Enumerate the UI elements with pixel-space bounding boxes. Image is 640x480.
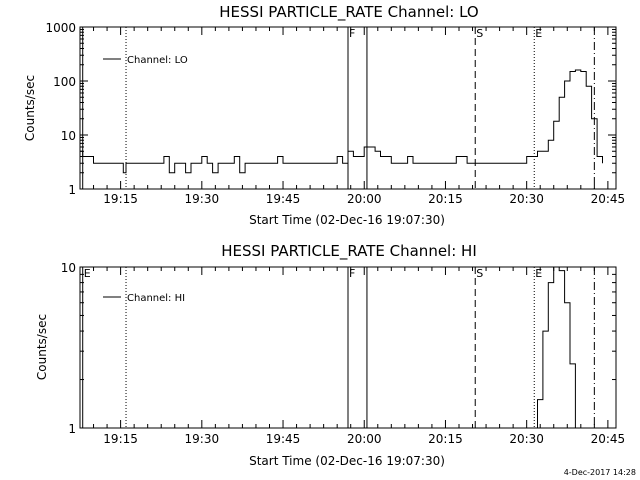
x-tick-label: 20:00 <box>347 432 382 446</box>
time-marker-label: F <box>349 267 355 280</box>
y-axis-label-lo: Counts/sec <box>23 75 37 141</box>
x-tick-label: 19:15 <box>103 432 138 446</box>
x-tick-label: 20:30 <box>509 432 544 446</box>
time-marker-label: E <box>535 27 542 40</box>
x-axis-label-lo: Start Time (02-Dec-16 19:07:30) <box>249 213 445 227</box>
y-ticks-hi: 1 10 <box>61 261 616 436</box>
x-tick-label: 20:45 <box>591 432 626 446</box>
y-tick-label: 10 <box>61 261 76 275</box>
y-axis-label-hi: Counts/sec <box>35 314 49 380</box>
time-marker-label: E <box>535 267 542 280</box>
x-tick-label: 20:15 <box>428 432 463 446</box>
x-ticks-lo: 19:15 19:30 19:45 20:00 20:15 20:30 20:45 <box>79 27 626 206</box>
legend-hi: Channel: HI <box>103 293 185 304</box>
y-tick-label: 1000 <box>45 21 76 35</box>
y-tick-label: 1 <box>68 183 76 197</box>
time-marker-label: S <box>476 267 483 280</box>
time-marker-label: F <box>349 27 355 40</box>
panel-lo: HESSI PARTICLE_RATE Channel: LO 1 10 100 10… <box>23 3 625 227</box>
x-axis-label-hi: Start Time (02-Dec-16 19:07:30) <box>249 454 445 468</box>
series-line-hi <box>532 266 576 429</box>
y-tick-label: 100 <box>53 75 76 89</box>
chart-title-lo: HESSI PARTICLE_RATE Channel: LO <box>219 3 478 22</box>
legend-label-lo: Channel: LO <box>127 55 188 66</box>
y-tick-label: 10 <box>61 129 76 143</box>
footer-timestamp: 4-Dec-2017 14:28 <box>564 468 636 477</box>
chart-title-hi: HESSI PARTICLE_RATE Channel: HI <box>221 242 477 261</box>
x-tick-label: 20:15 <box>428 192 463 206</box>
x-tick-label: 20:45 <box>591 192 626 206</box>
y-tick-label: 1 <box>68 422 76 436</box>
x-tick-label: 19:45 <box>266 192 301 206</box>
legend-lo: Channel: LO <box>103 55 188 66</box>
time-marker-label: E <box>84 267 91 280</box>
x-tick-label: 20:30 <box>509 192 544 206</box>
x-tick-label: 19:30 <box>185 192 220 206</box>
x-tick-label: 19:45 <box>266 432 301 446</box>
time-marker-label: S <box>476 27 483 40</box>
legend-label-hi: Channel: HI <box>127 293 185 304</box>
x-tick-label: 19:30 <box>185 432 220 446</box>
x-tick-label: 20:00 <box>347 192 382 206</box>
series-line-lo <box>80 69 603 174</box>
x-tick-label: 19:15 <box>103 192 138 206</box>
panel-hi: HESSI PARTICLE_RATE Channel: HI 1 10 19:1… <box>35 242 625 468</box>
